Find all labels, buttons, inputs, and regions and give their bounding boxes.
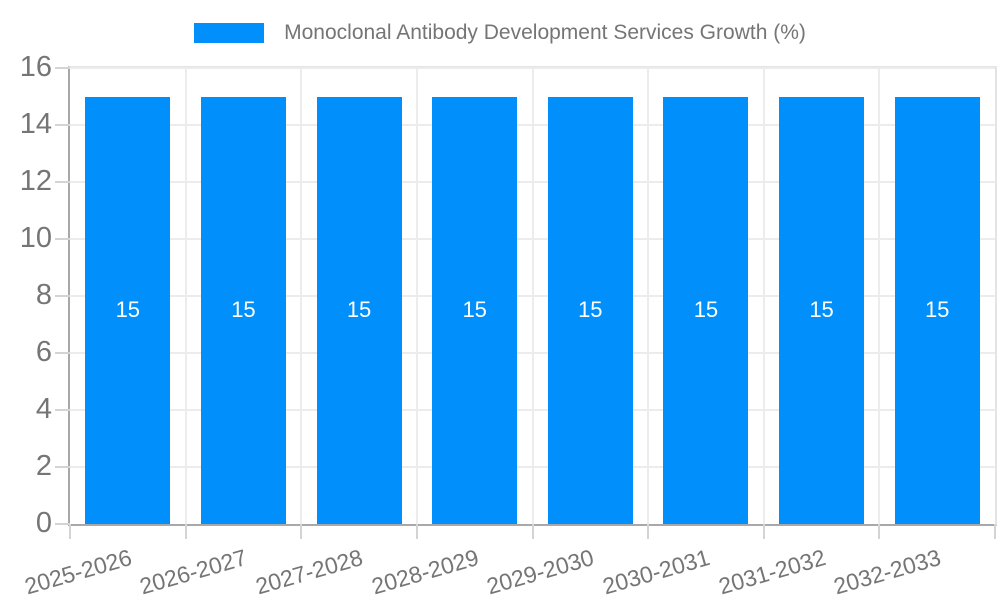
- bar-value-label: 15: [578, 297, 603, 323]
- plot-area: 15 15 15 15 15 15 15 15 0 2 4 6 8 10 12 14 16 2025-2026…: [20, 52, 997, 599]
- x-tick: [531, 524, 534, 539]
- bar: 15: [779, 96, 865, 524]
- bar-value-label: 15: [924, 297, 950, 323]
- y-tick: [55, 67, 70, 69]
- grid-layer: [70, 67, 995, 524]
- bar: 15: [547, 96, 633, 524]
- x-axis-label: 2028-2029: [368, 544, 482, 600]
- x-tick: [300, 524, 303, 539]
- y-tick: [55, 523, 70, 525]
- x-axis-label: 2025-2026: [21, 544, 135, 600]
- x-tick: [647, 524, 650, 539]
- y-tick: [55, 124, 70, 126]
- x-tick: [762, 524, 765, 539]
- bar: 15: [85, 96, 171, 524]
- chart-legend: Monoclonal Antibody Development Services…: [0, 21, 1000, 44]
- bar: 15: [894, 96, 980, 524]
- y-tick: [55, 295, 70, 297]
- bar: 15: [663, 96, 749, 524]
- y-axis-label: 4: [35, 392, 52, 425]
- y-tick: [55, 238, 70, 240]
- bar-value-label: 15: [115, 297, 141, 323]
- y-axis-label: 6: [35, 335, 52, 368]
- x-axis-label: 2031-2032: [715, 544, 829, 600]
- legend-series-label: Monoclonal Antibody Development Services…: [284, 21, 806, 44]
- x-axis-label: 2027-2028: [252, 544, 366, 600]
- y-tick: [55, 466, 70, 468]
- bars-layer: 15 15 15 15 15 15 15 15: [70, 68, 995, 524]
- x-axis-label: 2030-2031: [599, 544, 713, 600]
- y-tick: [55, 352, 70, 354]
- v-gridline: [300, 68, 303, 524]
- v-gridline: [531, 68, 534, 524]
- bar-value-label: 15: [693, 297, 719, 323]
- x-tick: [415, 524, 418, 539]
- v-gridline: [878, 68, 881, 524]
- legend-swatch-icon: [194, 23, 265, 43]
- x-tick: [878, 524, 881, 539]
- y-axis: 0 2 4 6 8 10 12 14 16: [20, 52, 995, 537]
- bar-value-label: 15: [346, 297, 372, 323]
- v-gridline: [647, 68, 650, 524]
- x-tick: [994, 524, 996, 539]
- v-gridline: [184, 68, 187, 524]
- y-axis-label: 2: [35, 449, 52, 482]
- bar: 15: [200, 96, 286, 524]
- bar-value-label: 15: [231, 297, 256, 323]
- x-tick: [184, 524, 187, 539]
- x-axis-label: 2032-2033: [830, 544, 944, 600]
- y-axis-label: 10: [19, 221, 52, 254]
- bar-value-label: 15: [809, 297, 834, 323]
- y-axis-label: 0: [35, 506, 52, 539]
- y-tick: [55, 409, 70, 411]
- y-axis-label: 12: [19, 164, 52, 197]
- x-tick: [69, 524, 71, 539]
- y-axis-label: 14: [19, 107, 52, 140]
- bar-value-label: 15: [462, 297, 487, 323]
- bar: 15: [432, 96, 518, 524]
- x-axis-label: 2026-2027: [137, 544, 251, 600]
- y-axis-label: 8: [35, 278, 52, 311]
- y-tick: [55, 181, 70, 183]
- v-gridline: [415, 68, 418, 524]
- y-axis-label: 16: [19, 50, 52, 83]
- bar: 15: [316, 96, 402, 524]
- x-axis-label: 2029-2030: [484, 544, 597, 600]
- x-axis: 2025-2026 2026-2027 2027-2028 2028-2029 2029…: [22, 68, 996, 599]
- v-gridline: [762, 68, 765, 524]
